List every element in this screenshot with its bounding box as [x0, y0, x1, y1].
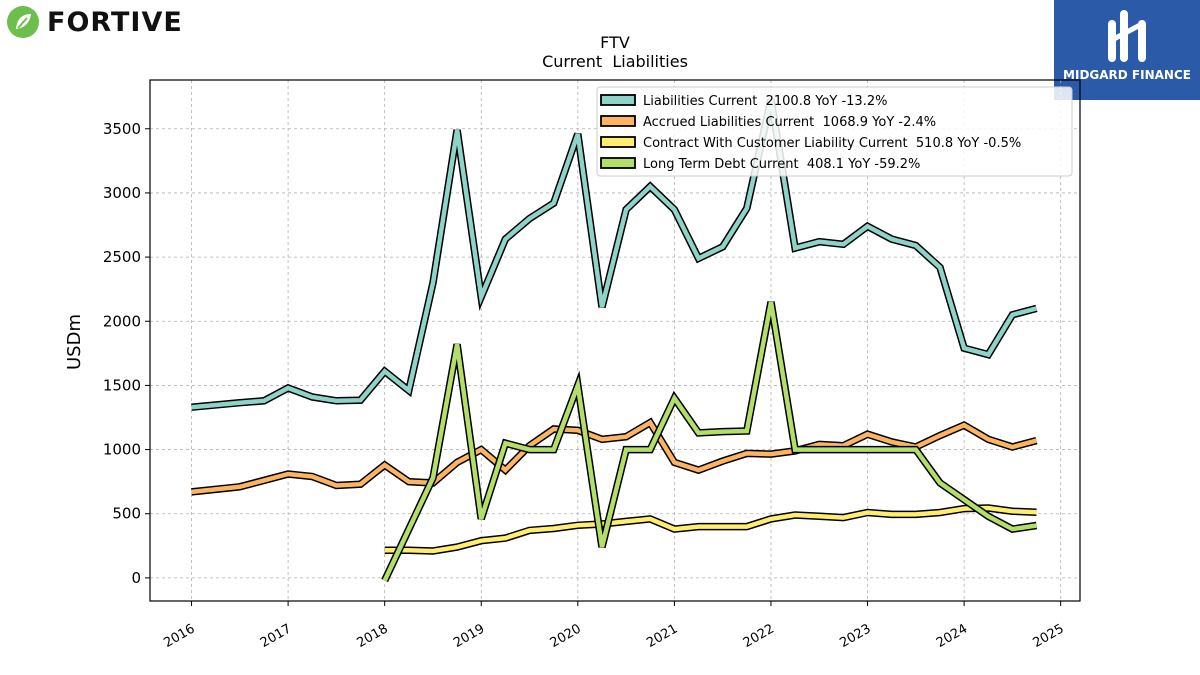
x-tick-label: 2024: [934, 621, 970, 651]
x-tick-label: 2023: [837, 621, 873, 651]
midgard-finance-logo: MIDGARD FINANCE: [1054, 0, 1200, 100]
legend: Liabilities Current 2100.8 YoY -13.2% Acc…: [596, 86, 1073, 177]
midgard-logo-text: MIDGARD FINANCE: [1063, 68, 1191, 82]
legend-label: Long Term Debt Current 408.1 YoY -59.2%: [643, 157, 920, 172]
midgard-emblem-icon: [1108, 10, 1146, 62]
y-tick-label: 3000: [103, 184, 141, 202]
x-tick-label: 2022: [741, 621, 777, 651]
y-tick-label: 500: [112, 505, 141, 523]
y-tick-label: 3500: [103, 120, 141, 138]
legend-swatch: [600, 115, 636, 127]
x-tick-label: 2019: [451, 621, 487, 651]
x-tick-label: 2020: [548, 621, 584, 651]
y-tick-label: 2000: [103, 312, 141, 330]
legend-box: [596, 86, 1073, 177]
chart-title: FTV: [600, 33, 630, 52]
y-tick-label: 1500: [103, 376, 141, 394]
legend-swatch: [600, 94, 636, 106]
legend-label: Liabilities Current 2100.8 YoY -13.2%: [643, 94, 887, 109]
plot-frame: [149, 79, 1081, 602]
x-tick-label: 2025: [1031, 621, 1067, 651]
legend-label: Accrued Liabilities Current 1068.9 YoY -…: [643, 115, 936, 130]
chart-subtitle: Current Liabilities: [542, 52, 688, 71]
x-tick-label: 2017: [258, 621, 294, 651]
series-line-0: [191, 98, 1038, 410]
fortive-logo-text: FORTIVE: [47, 6, 183, 38]
fortive-leaf-icon: [7, 6, 39, 38]
y-tick-label: 2500: [103, 248, 141, 266]
x-tick-label: 2018: [355, 621, 391, 651]
series-line-3: [382, 301, 1037, 582]
y-tick-label: 0: [131, 569, 141, 587]
series-line-1: [191, 419, 1038, 495]
legend-label: Contract With Customer Liability Current…: [643, 136, 1021, 151]
series-outline-1: [191, 417, 1038, 496]
y-axis-label: USDm: [64, 314, 85, 370]
fortive-logo: FORTIVE: [5, 4, 183, 40]
x-tick-label: 2016: [161, 621, 197, 651]
legend-swatch: [600, 136, 636, 148]
y-tick-label: 1000: [103, 441, 141, 459]
legend-swatch: [600, 157, 636, 169]
series-line-2: [384, 505, 1037, 554]
x-tick-label: 2021: [644, 621, 680, 651]
series-layer: [191, 98, 1038, 583]
